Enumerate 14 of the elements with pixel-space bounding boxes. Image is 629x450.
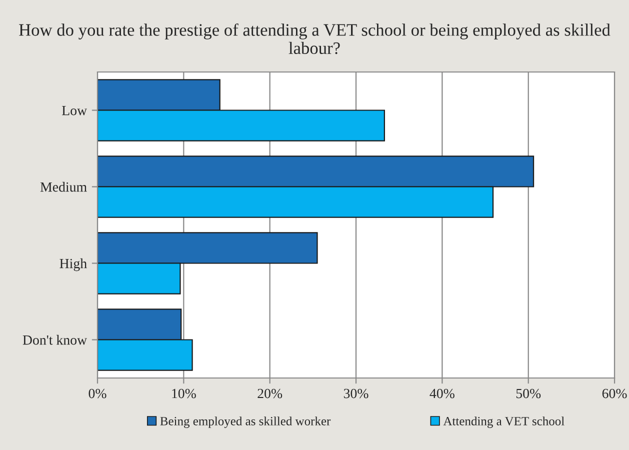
x-tick-label: 30% bbox=[344, 388, 368, 398]
x-tick-label: 60% bbox=[602, 388, 627, 398]
x-tick-label: 20% bbox=[258, 388, 282, 398]
x-tick-label: 10% bbox=[172, 388, 196, 398]
y-tick-label: Medium bbox=[40, 182, 87, 192]
y-tick-label: Low bbox=[62, 106, 88, 116]
x-tick-label: 50% bbox=[516, 388, 541, 398]
y-tick-label: High bbox=[60, 258, 87, 272]
y-tick-label: Don't know bbox=[22, 334, 88, 345]
legend-label: Being employed as skilled worker bbox=[160, 416, 331, 428]
legend-label: Attending a VET school bbox=[443, 416, 564, 428]
x-tick-label: 0% bbox=[88, 388, 106, 398]
x-tick-label: 40% bbox=[430, 388, 454, 398]
chart-title: How do you rate the prestige of attending a VET school or being employed as skilled labour? bbox=[19, 23, 610, 54]
